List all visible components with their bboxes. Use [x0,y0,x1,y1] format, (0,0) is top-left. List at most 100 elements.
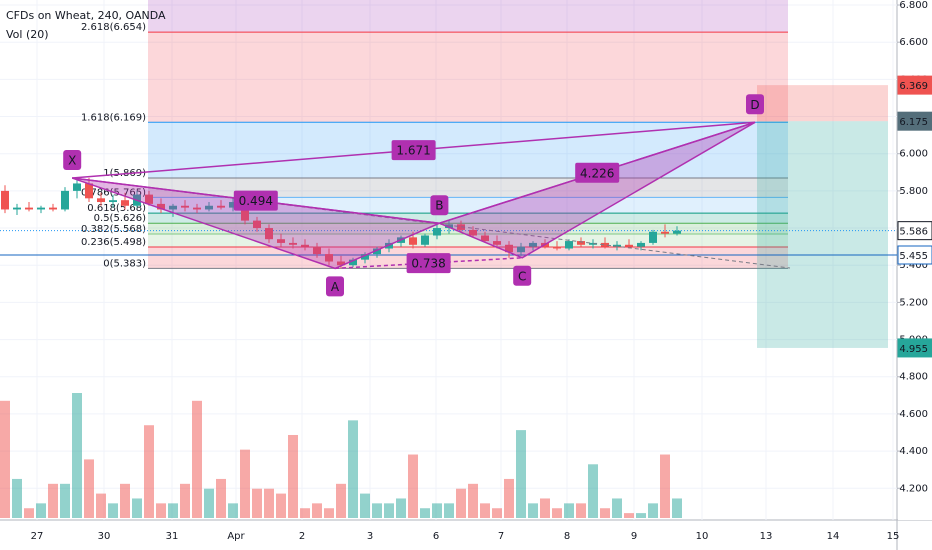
point-box [430,195,449,216]
candle-body [373,248,381,255]
candle-body [97,198,105,203]
point-label: D [750,98,759,112]
volume-bar [396,498,406,518]
candle-body [517,246,525,253]
volume-bar [372,503,382,518]
x-tick-label: 7 [498,531,504,542]
volume-bar [480,503,490,518]
price-badge [897,245,932,265]
point-box [326,276,344,297]
volume-bar [408,454,418,518]
fib-zone [148,223,788,235]
candle-body [325,254,333,262]
volume-bar [132,498,142,518]
candle-body [649,231,657,243]
candle-body [205,205,213,210]
price-badge [897,338,932,358]
price-badge [897,111,932,131]
volume-bar [108,503,118,518]
fib-label: 1.618(6.169) [81,112,146,123]
candle-body [637,242,645,247]
fib-zone [148,247,788,269]
x-tick-label: 13 [760,531,773,542]
candle-body [289,242,297,245]
volume-bar [672,498,682,518]
candle-body [169,205,177,210]
candle-body [457,224,465,230]
volume-bar [324,508,334,518]
y-tick-label: 4.200 [899,483,928,494]
candle-body [361,254,369,260]
volume-bar [192,400,202,518]
x-tick-label: 14 [827,531,840,542]
volume-bar [516,430,526,518]
x-tick-label: 6 [433,531,439,542]
candle-body [145,194,153,204]
candle-body [673,230,681,234]
candle-body [217,205,225,208]
volume-bar [84,459,94,518]
candle-body [589,242,597,245]
volume-bar [576,503,586,518]
fib-zone [148,213,788,224]
volume-bar [588,464,598,518]
ratio-box [575,162,620,183]
volume-bar [612,498,622,518]
candle-body [85,183,93,199]
fib-zone [148,32,788,123]
candle-body [337,261,345,266]
volume-bar [564,503,574,518]
point-label: X [68,154,76,168]
chart-title: CFDs on Wheat, 240, OANDA [6,9,166,22]
fib-zone [148,234,788,248]
candle-body [505,244,513,253]
y-tick-label: 5.800 [899,186,928,197]
y-tick-label: 5.200 [899,297,928,308]
candle-body [265,228,273,240]
candle-body [469,229,477,236]
ratio-label: 0.494 [239,194,273,208]
volume-bar [168,503,178,518]
price-badge-label: 6.175 [899,117,928,128]
candle-body [349,259,357,266]
volume-bar [228,503,238,518]
x-tick-label: 3 [367,531,373,542]
price-badge-label: 6.369 [899,81,928,92]
candle-body [181,205,189,208]
candle-body [49,207,57,210]
x-tick-label: 2 [299,531,305,542]
volume-bar [624,513,634,518]
candle-body [313,246,321,255]
volume-bar [420,508,430,518]
price-badge [897,75,932,95]
volume-bar [456,488,466,518]
candle-body [409,237,417,245]
candle-body [301,244,309,247]
candle-body [37,207,45,210]
volume-bar [384,503,394,518]
point-label: B [435,199,443,213]
price-badge-label: 4.955 [899,344,928,355]
candle-body [193,207,201,210]
y-tick-label: 4.600 [899,409,928,420]
point-label: C [518,269,526,283]
target-zone [757,121,888,348]
point-box [63,150,82,171]
volume-bar [552,508,562,518]
volume-bar [600,508,610,518]
volume-bar [120,483,130,518]
volume-bar [360,493,370,518]
ratio-box [391,140,436,161]
volume-bar [336,483,346,518]
y-tick-label: 6.600 [899,37,928,48]
fib-label: 0.5(5.626) [94,213,146,224]
candle-body [277,239,285,243]
candle-body [625,244,633,247]
fib-label: 0(5.383) [103,258,146,269]
x-tick-label: 27 [31,531,44,542]
volume-bar [276,493,286,518]
volume-bar [648,503,658,518]
volume-bar [144,425,154,518]
candle-body [577,241,585,245]
price-badge-label: 5.455 [899,251,928,262]
